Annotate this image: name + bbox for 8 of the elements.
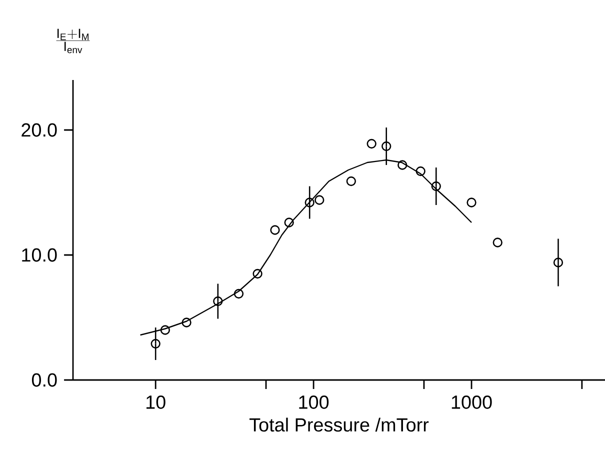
y-axis-title: $\frac{\mathrm{I_E + I_M}}{\mathrm{I_{env}}}$: [56, 28, 90, 54]
y-tick-label: 10.0: [22, 248, 57, 262]
x-axis-title: Total Pressure /mTorr: [249, 418, 429, 432]
y-tick-label: 0.0: [32, 373, 57, 387]
x-tick-label: 10: [146, 395, 166, 409]
y-tick-label: 20.0: [22, 123, 57, 137]
x-tick-label: 100: [299, 395, 329, 409]
x-tick-label: 1000: [452, 395, 492, 409]
